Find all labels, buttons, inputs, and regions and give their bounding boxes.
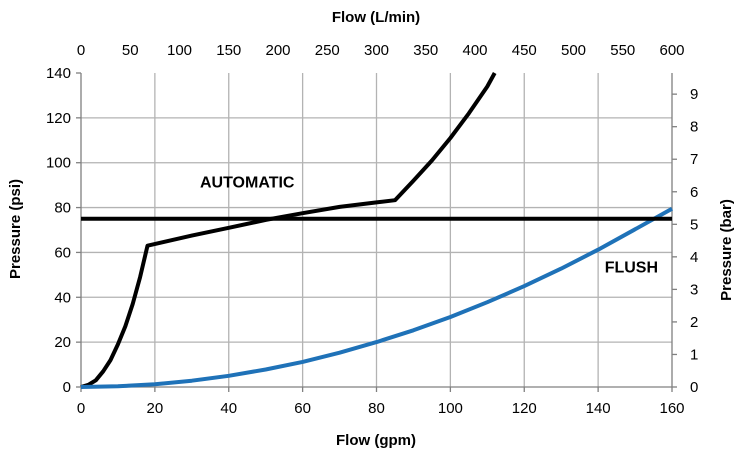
x-tick-label: 80 (368, 400, 385, 417)
y2-tick-label: 6 (690, 184, 698, 201)
grid-lines (81, 73, 672, 387)
series-lines (80, 72, 673, 389)
x2-tick-label: 200 (265, 42, 290, 59)
x2-tick-label: 100 (167, 42, 192, 59)
x2-tick-label: 300 (364, 42, 389, 59)
automatic-curve (80, 72, 497, 389)
x2-tick-label: 550 (610, 42, 635, 59)
x2-tick-label: 50 (122, 42, 139, 59)
y2-tick-label: 8 (690, 119, 698, 136)
y2-tick-label: 4 (690, 249, 698, 266)
y2-tick-label: 5 (690, 216, 698, 233)
tick-labels: 0 20 40 60 80 100 120 140 1600204060801001201400… (46, 42, 698, 417)
x-tick-label: 160 (659, 400, 684, 417)
y-tick-label: 40 (54, 289, 71, 306)
x-tick-label: 20 (147, 400, 164, 417)
x-axis-title-bottom: Flow (gpm) (336, 432, 416, 449)
y-tick-label: 100 (46, 155, 71, 172)
x-tick-label: 100 (438, 400, 463, 417)
flush-curve (80, 206, 673, 389)
x2-tick-label: 250 (315, 42, 340, 59)
y-tick-label: 80 (54, 200, 71, 217)
x-tick-label: 120 (512, 400, 537, 417)
x2-tick-label: 350 (413, 42, 438, 59)
x2-tick-label: 600 (659, 42, 684, 59)
y-tick-label: 140 (46, 65, 71, 82)
plot-frame (76, 72, 677, 392)
y2-tick-label: 3 (690, 281, 698, 298)
y-tick-label: 20 (54, 334, 71, 351)
x-tick-label: 0 (77, 400, 85, 417)
y2-tick-label: 0 (690, 379, 698, 396)
x2-tick-label: 400 (462, 42, 487, 59)
x-tick-label: 140 (586, 400, 611, 417)
y-tick-label: 120 (46, 110, 71, 127)
x-axis-title-top: Flow (L/min) (332, 9, 420, 26)
x2-tick-label: 150 (216, 42, 241, 59)
y2-tick-label: 1 (690, 346, 698, 363)
x-tick-label: 40 (220, 400, 237, 417)
x-tick-label: 60 (294, 400, 311, 417)
y2-tick-label: 2 (690, 314, 698, 331)
x2-tick-label: 450 (512, 42, 537, 59)
y-tick-label: 0 (63, 379, 71, 396)
annotation-automatic: AUTOMATIC (200, 174, 295, 191)
x2-tick-label: 500 (561, 42, 586, 59)
y-axis-title-right: Pressure (bar) (718, 199, 735, 301)
y-axis-title-left: Pressure (psi) (7, 179, 24, 279)
annotation-flush: FLUSH (605, 260, 658, 277)
y2-tick-label: 7 (690, 151, 698, 168)
y2-tick-label: 9 (690, 86, 698, 103)
y-tick-label: 60 (54, 244, 71, 261)
x2-tick-label: 0 (77, 42, 85, 59)
